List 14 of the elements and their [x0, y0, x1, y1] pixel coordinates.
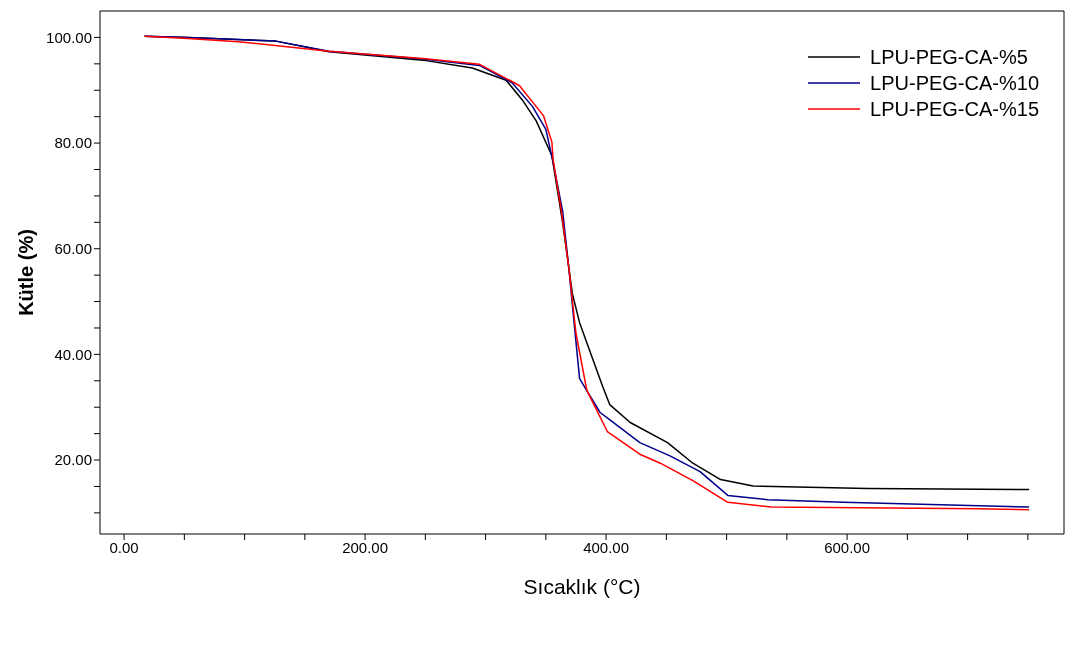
x-tick-label: 0.00 — [109, 538, 139, 556]
x-tick-label: 200.00 — [342, 538, 389, 556]
y-tick-label: 100.00 — [46, 28, 92, 46]
y-tick-label: 40.00 — [54, 345, 92, 363]
legend-label: LPU-PEG-CA-%5 — [870, 45, 1028, 69]
legend-label: LPU-PEG-CA-%10 — [870, 71, 1039, 95]
y-tick-label: 80.00 — [54, 134, 92, 152]
x-axis-title: Sıcaklık (°C) — [523, 575, 641, 598]
legend-label: LPU-PEG-CA-%15 — [870, 97, 1039, 121]
y-tick-label: 60.00 — [54, 240, 92, 258]
y-tick-label: 20.00 — [54, 451, 92, 469]
y-axis-title: Kütle (%) — [15, 229, 38, 316]
x-tick-label: 600.00 — [824, 538, 871, 556]
x-tick-label: 400.00 — [583, 538, 630, 556]
